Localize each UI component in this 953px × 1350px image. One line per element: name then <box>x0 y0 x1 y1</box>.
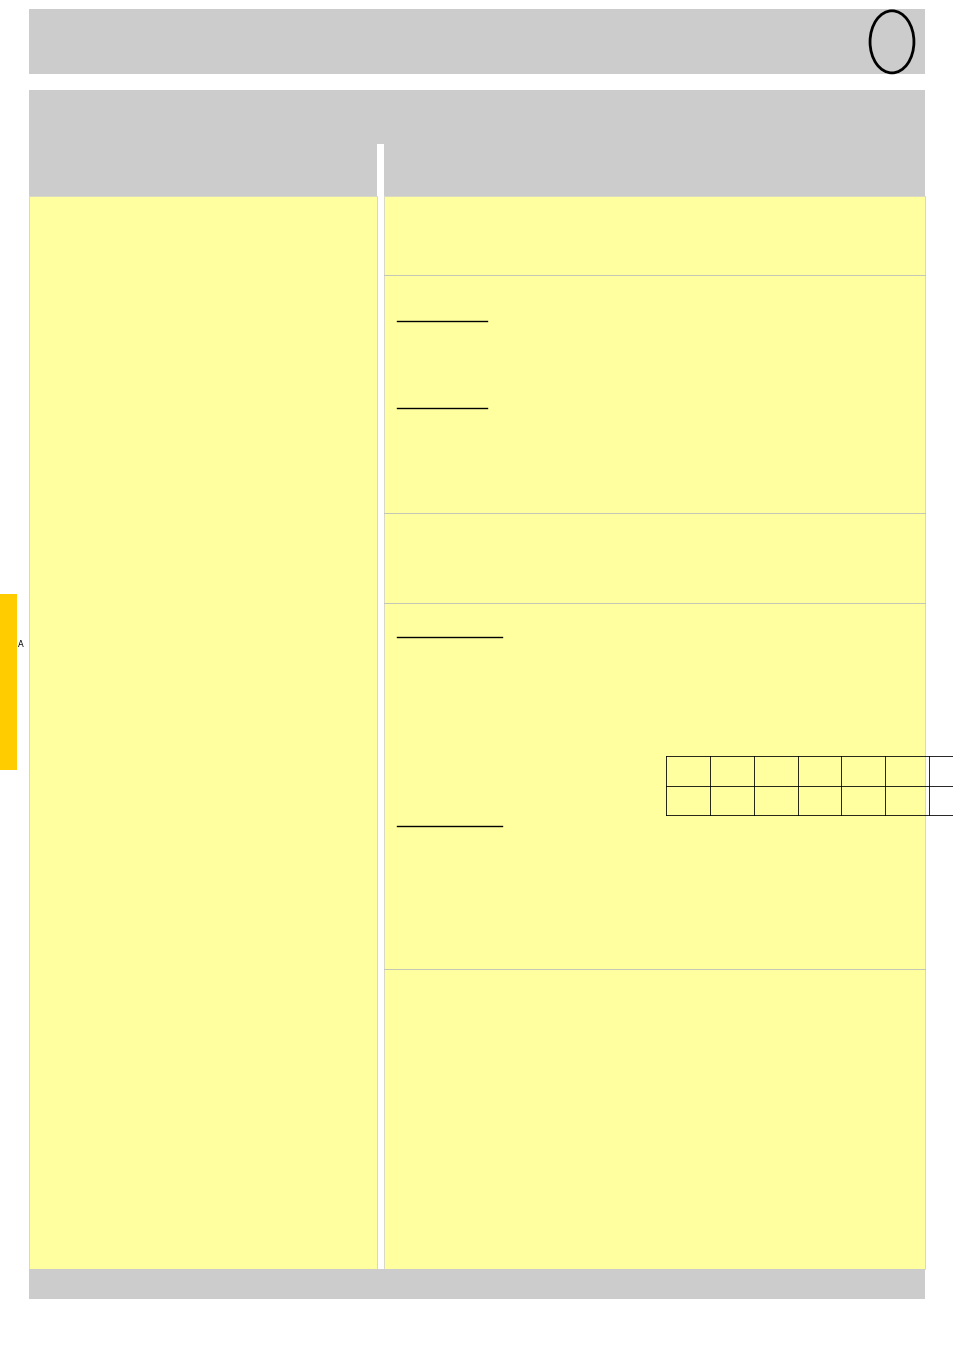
Text: mm²: mm² <box>667 759 685 768</box>
Text: - AWG: - AWG <box>396 922 437 931</box>
Text: Ⓒ: Ⓒ <box>584 247 594 265</box>
Text: Missing signal contacts for Han: Missing signal contacts for Han <box>57 300 235 309</box>
Text: 1.5 ... 16 mm²: 1.5 ... 16 mm² <box>665 701 744 710</box>
Text: - geometric wire gauge: - geometric wire gauge <box>396 891 533 900</box>
Text: is therefore valid for currents which flow constantly (non-inter: is therefore valid for currents which fl… <box>36 587 374 597</box>
Y-axis label: A: A <box>18 640 24 649</box>
Text: ②: ② <box>162 1057 172 1066</box>
Text: Contact resistance: Contact resistance <box>396 668 520 682</box>
Text: ≤ 1 mΩ: ≤ 1 mΩ <box>665 859 711 872</box>
Text: ①: ① <box>134 740 143 749</box>
Text: - geometric wire gauge: - geometric wire gauge <box>396 701 533 710</box>
Text: Combination of power and signal area in one: Combination of power and signal area in … <box>57 219 314 228</box>
Text: ≥ 500: ≥ 500 <box>665 562 700 571</box>
Text: ≥ 10   Ω: ≥ 10 Ω <box>665 475 711 485</box>
Text: •: • <box>43 300 51 313</box>
Text: 600 V / 300 V: 600 V / 300 V <box>665 443 740 452</box>
Text: •: • <box>43 259 51 273</box>
Text: Screw termination for power and signal area: Screw termination for power and signal a… <box>57 259 311 269</box>
Text: 16 mm²: 16 mm² <box>184 1022 227 1031</box>
Text: 0.5 ... 2.5 mm²: 0.5 ... 2.5 mm² <box>665 891 748 900</box>
Text: Wire gauge:: Wire gauge: <box>65 1022 131 1031</box>
Text: - AWG: - AWG <box>396 732 437 741</box>
Text: 10 mm²: 10 mm² <box>184 1057 227 1066</box>
Text: 16 ... 6: 16 ... 6 <box>665 732 704 741</box>
Text: - mating cycles: - mating cycles <box>396 562 489 571</box>
X-axis label: °C: °C <box>181 977 192 987</box>
Text: Contact resistance: Contact resistance <box>396 859 520 872</box>
Text: Ⓖ: Ⓖ <box>625 247 635 262</box>
Text: V 0: V 0 <box>665 524 683 533</box>
Text: ①: ① <box>162 1022 172 1031</box>
Text: ②: ② <box>175 809 183 818</box>
Text: Specifications: Specifications <box>396 212 489 225</box>
Text: ⁋: ⁋ <box>535 247 548 267</box>
Text: acc. to UL/CSA: acc. to UL/CSA <box>396 443 478 452</box>
Text: Flammability acc. to UL 94: Flammability acc. to UL 94 <box>396 524 545 533</box>
Text: Insulation resistance: Insulation resistance <box>396 475 512 485</box>
Text: HARTING: HARTING <box>872 32 910 42</box>
Text: •: • <box>43 219 51 232</box>
Text: ≤ 0.3 mΩ: ≤ 0.3 mΩ <box>665 668 721 682</box>
Text: 20 ... 14: 20 ... 14 <box>665 922 711 931</box>
